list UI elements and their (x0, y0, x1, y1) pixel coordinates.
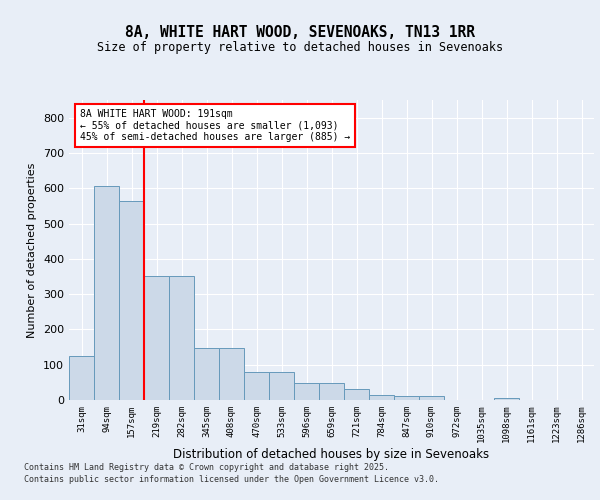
Bar (244, 372, 269, 400)
Bar (119, 200, 144, 400)
Text: 8A, WHITE HART WOOD, SEVENOAKS, TN13 1RR: 8A, WHITE HART WOOD, SEVENOAKS, TN13 1RR (125, 25, 475, 40)
Bar (219, 348, 244, 400)
Bar (319, 384, 344, 400)
Text: Contains public sector information licensed under the Open Government Licence v3: Contains public sector information licen… (24, 475, 439, 484)
Bar (94, 186, 119, 400)
Bar (344, 390, 369, 400)
Text: 8A WHITE HART WOOD: 191sqm
← 55% of detached houses are smaller (1,093)
45% of s: 8A WHITE HART WOOD: 191sqm ← 55% of deta… (79, 109, 350, 142)
Bar (419, 396, 444, 400)
Bar (169, 276, 194, 400)
X-axis label: Distribution of detached houses by size in Sevenoaks: Distribution of detached houses by size … (173, 448, 490, 461)
Bar (294, 384, 319, 400)
Y-axis label: Number of detached properties: Number of detached properties (28, 162, 37, 338)
Bar (194, 348, 219, 400)
Text: Contains HM Land Registry data © Crown copyright and database right 2025.: Contains HM Land Registry data © Crown c… (24, 464, 389, 472)
Bar (269, 372, 294, 400)
Bar (494, 398, 519, 400)
Bar (69, 356, 94, 400)
Bar (144, 276, 169, 400)
Bar (394, 396, 419, 400)
Text: Size of property relative to detached houses in Sevenoaks: Size of property relative to detached ho… (97, 41, 503, 54)
Bar (369, 394, 394, 400)
